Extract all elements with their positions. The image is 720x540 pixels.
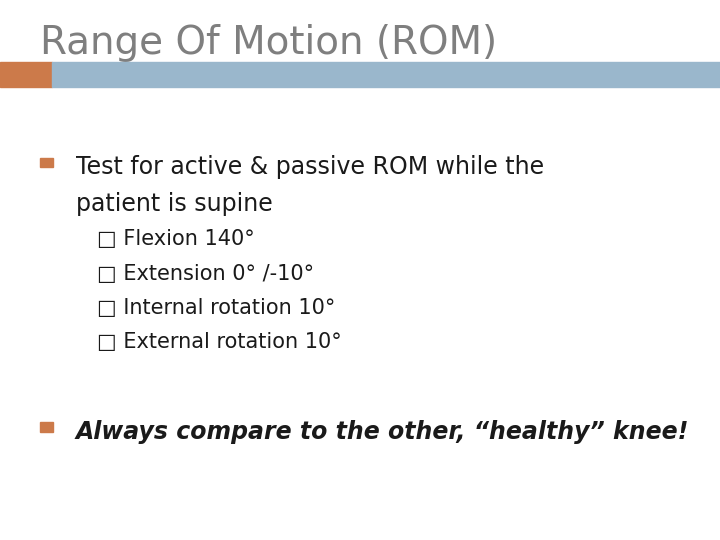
- Text: Test for active & passive ROM while the: Test for active & passive ROM while the: [76, 155, 544, 179]
- Bar: [0, 62, 52, 87]
- Bar: [40, 158, 53, 167]
- Bar: [40, 422, 53, 432]
- Text: patient is supine: patient is supine: [76, 192, 272, 215]
- Text: Always compare to the other, “healthy” knee!: Always compare to the other, “healthy” k…: [76, 420, 689, 443]
- Text: □ External rotation 10°: □ External rotation 10°: [97, 332, 342, 352]
- Text: □ Extension 0° /-10°: □ Extension 0° /-10°: [97, 264, 315, 284]
- Text: Range Of Motion (ROM): Range Of Motion (ROM): [40, 24, 497, 62]
- Bar: [52, 62, 720, 87]
- Text: □ Flexion 140°: □ Flexion 140°: [97, 230, 255, 249]
- Text: □ Internal rotation 10°: □ Internal rotation 10°: [97, 298, 336, 318]
